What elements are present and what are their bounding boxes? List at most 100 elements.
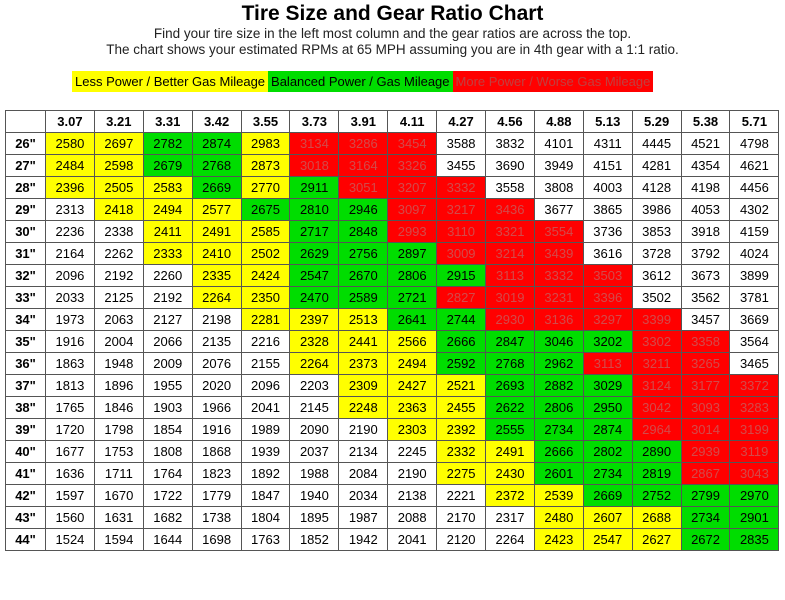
rpm-cell: 2806 [533,396,584,419]
rpm-cell: 3029 [582,374,633,397]
rpm-cell: 2221 [436,484,487,507]
rpm-cell: 2037 [289,440,340,463]
table-row: 35" 1916 2004 2066 2135 2216 2328 2441 2566 2666 2… [5,330,780,353]
rpm-cell: 3119 [729,440,780,463]
rpm-cell: 2577 [191,198,242,221]
rpm-cell: 1988 [289,462,340,485]
gear-ratio-header: 4.56 [485,110,535,133]
table-row: 36" 1863 1948 2009 2076 2155 2264 2373 2494 2592 2… [5,352,780,375]
rpm-cell: 3018 [289,154,340,177]
rpm-cell: 2697 [93,132,144,155]
rpm-cell: 3046 [533,330,584,353]
rpm-cell: 2770 [240,176,291,199]
gear-ratio-header: 3.73 [289,110,340,133]
rpm-cell: 2734 [533,418,584,441]
rpm-cell: 2090 [289,418,340,441]
rpm-cell: 1916 [191,418,242,441]
rpm-cell: 2847 [485,330,535,353]
gear-ratio-header: 3.91 [338,110,389,133]
rpm-cell: 3211 [631,352,682,375]
tire-size-header: 29" [5,198,46,221]
rpm-cell: 2396 [45,176,95,199]
tire-size-header: 35" [5,330,46,353]
rpm-cell: 2693 [485,374,535,397]
rpm-cell: 2020 [191,374,242,397]
rpm-cell: 2480 [533,506,584,529]
header-row: 3.07 3.21 3.31 3.42 3.55 3.73 3.91 4.11 4.27 4.56… [5,110,780,133]
rpm-cell: 3014 [680,418,731,441]
rpm-cell: 2679 [142,154,193,177]
rpm-cell: 3853 [631,220,682,243]
tire-size-header: 36" [5,352,46,375]
rpm-cell: 4003 [582,176,633,199]
rpm-cell: 2264 [485,528,535,551]
rpm-cell: 1524 [45,528,95,551]
rpm-cell: 2190 [338,418,389,441]
legend: Less Power / Better Gas Mileage Balanced… [72,71,654,92]
rpm-cell: 2627 [631,528,682,551]
rpm-cell: 2768 [485,352,535,375]
rpm-cell: 2063 [93,308,144,331]
rpm-cell: 1670 [93,484,144,507]
table-row: 31" 2164 2262 2333 2410 2502 2629 2756 2897 3009 3… [5,242,780,265]
rpm-cell: 2970 [729,484,780,507]
rpm-cell: 2423 [533,528,584,551]
rpm-cell: 2555 [485,418,535,441]
rpm-cell: 2084 [338,462,389,485]
rpm-cell: 3503 [582,264,633,287]
rpm-cell: 3808 [533,176,584,199]
rpm-cell: 1939 [240,440,291,463]
rpm-cell: 2734 [680,506,731,529]
rpm-cell: 2675 [240,198,291,221]
rpm-cell: 2134 [338,440,389,463]
rpm-cell: 2752 [631,484,682,507]
rpm-cell: 1987 [338,506,389,529]
table-row: 38" 1765 1846 1903 1966 2041 2145 2248 2363 2455 2… [5,396,780,419]
rpm-cell: 2782 [142,132,193,155]
rpm-cell: 2034 [338,484,389,507]
rpm-cell: 3792 [680,242,731,265]
rpm-cell: 2669 [191,176,242,199]
rpm-cell: 4151 [582,154,633,177]
rpm-cell: 2484 [45,154,95,177]
rpm-cell: 2066 [142,330,193,353]
rpm-cell: 2455 [436,396,487,419]
rpm-cell: 2890 [631,440,682,463]
gear-ratio-header: 3.21 [93,110,144,133]
rpm-cell: 2332 [436,440,487,463]
table-row: 33" 2033 2125 2192 2264 2350 2470 2589 2721 2827 3… [5,286,780,309]
rpm-cell: 3454 [387,132,438,155]
tire-size-header: 31" [5,242,46,265]
rpm-cell: 3986 [631,198,682,221]
rpm-cell: 3436 [485,198,535,221]
rpm-cell: 1720 [45,418,95,441]
rpm-cell: 3283 [729,396,780,419]
rpm-cell: 2598 [93,154,144,177]
tire-size-header: 34" [5,308,46,331]
gear-ratio-header: 3.42 [191,110,242,133]
rpm-cell: 2088 [387,506,438,529]
tire-size-header: 28" [5,176,46,199]
table-row: 44" 1524 1594 1644 1698 1763 1852 1942 2041 2120 2… [5,528,780,551]
rpm-cell: 2313 [45,198,95,221]
table-row: 29" 2313 2418 2494 2577 2675 2810 2946 3097 3217 3… [5,198,780,221]
rpm-cell: 1636 [45,462,95,485]
rpm-cell: 2513 [338,308,389,331]
rpm-cell: 2264 [191,286,242,309]
tire-size-header: 38" [5,396,46,419]
rpm-cell: 1966 [191,396,242,419]
rpm-cell: 2281 [240,308,291,331]
gear-ratio-header: 5.13 [582,110,633,133]
rpm-cell: 2127 [142,308,193,331]
rpm-cell: 3439 [533,242,584,265]
rpm-cell: 2041 [240,396,291,419]
rpm-cell: 3231 [533,286,584,309]
rpm-cell: 2547 [289,264,340,287]
rpm-cell: 2491 [191,220,242,243]
rpm-cell: 1711 [93,462,144,485]
rpm-cell: 2494 [387,352,438,375]
rpm-cell: 2430 [485,462,535,485]
rpm-cell: 2539 [533,484,584,507]
table-row: 43" 1560 1631 1682 1738 1804 1895 1987 2088 2170 2… [5,506,780,529]
rpm-cell: 3214 [485,242,535,265]
